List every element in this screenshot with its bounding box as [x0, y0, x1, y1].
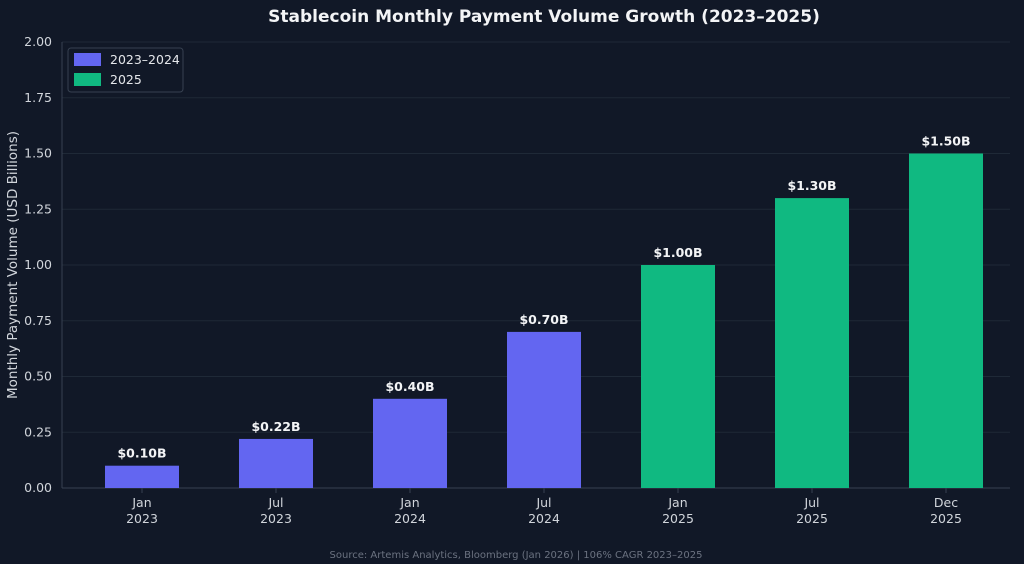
legend-swatch — [74, 53, 101, 66]
y-tick-label: 2.00 — [24, 34, 52, 49]
data-label: $0.40B — [385, 379, 434, 394]
legend-swatch — [74, 73, 101, 86]
chart-title: Stablecoin Monthly Payment Volume Growth… — [268, 7, 820, 27]
x-tick-label-month: Jan — [131, 495, 151, 510]
y-tick-label: 0.75 — [24, 313, 52, 328]
x-tick-label-year: 2024 — [394, 511, 426, 526]
y-axis-label: Monthly Payment Volume (USD Billions) — [5, 131, 21, 399]
x-tick-label-year: 2023 — [126, 511, 158, 526]
x-tick-label-year: 2023 — [260, 511, 292, 526]
legend: 2023–2024 2025 — [67, 47, 184, 93]
x-tick-label-month: Dec — [934, 495, 958, 510]
bar — [239, 438, 313, 488]
data-label: $0.10B — [117, 446, 166, 461]
y-tick-label: 1.50 — [24, 146, 52, 161]
y-ticks: 0.00 0.25 0.50 0.75 1.00 1.25 1.50 1.75 2.00 — [24, 34, 52, 495]
bars — [105, 153, 983, 488]
y-tick-label: 0.00 — [24, 480, 52, 495]
x-tick-label-month: Jul — [803, 495, 819, 510]
x-tick-label-year: 2025 — [930, 511, 962, 526]
grid-layer — [61, 41, 1010, 489]
data-label: $0.22B — [251, 419, 300, 434]
x-tick-label-year: 2024 — [528, 511, 560, 526]
x-tick-label-month: Jul — [535, 495, 551, 510]
bar — [507, 331, 581, 488]
bar — [641, 265, 715, 488]
x-tick-label-month: Jan — [667, 495, 687, 510]
y-tick-label: 1.25 — [24, 201, 52, 216]
legend-label: 2023–2024 — [110, 52, 180, 67]
y-tick-label: 0.25 — [24, 424, 52, 439]
x-ticks: Jan2023Jul2023Jan2024Jul2024Jan2025Jul20… — [126, 488, 962, 526]
data-label: $0.70B — [519, 312, 568, 327]
bar — [105, 465, 179, 488]
x-tick-label-month: Jan — [399, 495, 419, 510]
x-tick-label-year: 2025 — [796, 511, 828, 526]
bar — [909, 153, 983, 488]
data-labels: $0.10B $0.22B $0.40B $0.70B $1.00B $1.30B $1.5… — [117, 134, 970, 461]
legend-label: 2025 — [110, 72, 142, 87]
y-tick-label: 1.75 — [24, 90, 52, 105]
bar — [775, 198, 849, 488]
data-label: $1.50B — [921, 134, 970, 149]
x-tick-label-month: Jul — [267, 495, 283, 510]
y-tick-label: 1.00 — [24, 257, 52, 272]
x-tick-label-year: 2025 — [662, 511, 694, 526]
source-note: Source: Artemis Analytics, Bloomberg (Ja… — [330, 550, 703, 561]
bar — [373, 398, 447, 488]
data-label: $1.30B — [787, 178, 836, 193]
y-tick-label: 0.50 — [24, 369, 52, 384]
data-label: $1.00B — [653, 245, 702, 260]
